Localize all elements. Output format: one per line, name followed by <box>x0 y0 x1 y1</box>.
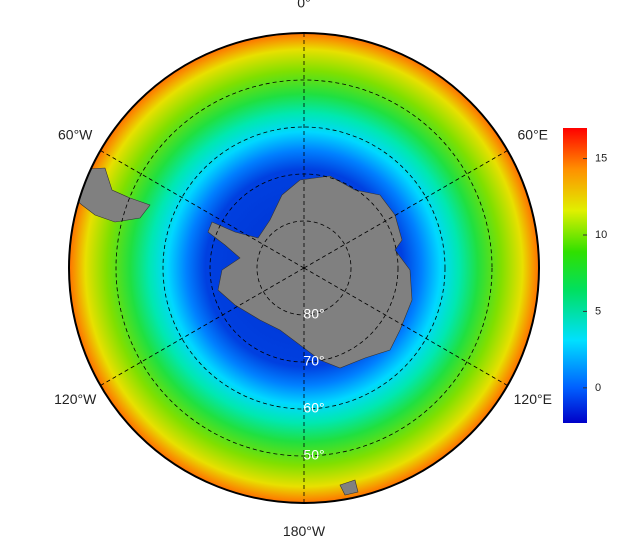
longitude-label: 0° <box>297 0 310 11</box>
antarctica <box>207 175 413 369</box>
latitude-label: 70° <box>303 353 324 369</box>
longitude-label: 120°E <box>514 391 552 407</box>
colorbar-tick-label: 15 <box>595 152 607 164</box>
longitude-label: 60°E <box>518 127 549 143</box>
longitude-label: 180°W <box>283 523 326 539</box>
latitude-label: 60° <box>303 400 324 416</box>
map <box>68 32 540 504</box>
colorbar-tick-label: 5 <box>595 305 601 317</box>
latitude-circle <box>256 220 352 316</box>
latitude-label: 50° <box>303 447 324 463</box>
colorbar-tick-label: 10 <box>595 229 607 241</box>
latitude-label: 80° <box>303 306 324 322</box>
latitude-circle <box>115 79 493 457</box>
island <box>339 479 359 496</box>
longitude-label: 120°W <box>54 391 97 407</box>
latitude-circle <box>162 126 446 410</box>
longitude-label: 60°W <box>58 127 93 143</box>
colorbar-tick-label: 0 <box>595 382 601 394</box>
colorbar <box>563 128 587 423</box>
